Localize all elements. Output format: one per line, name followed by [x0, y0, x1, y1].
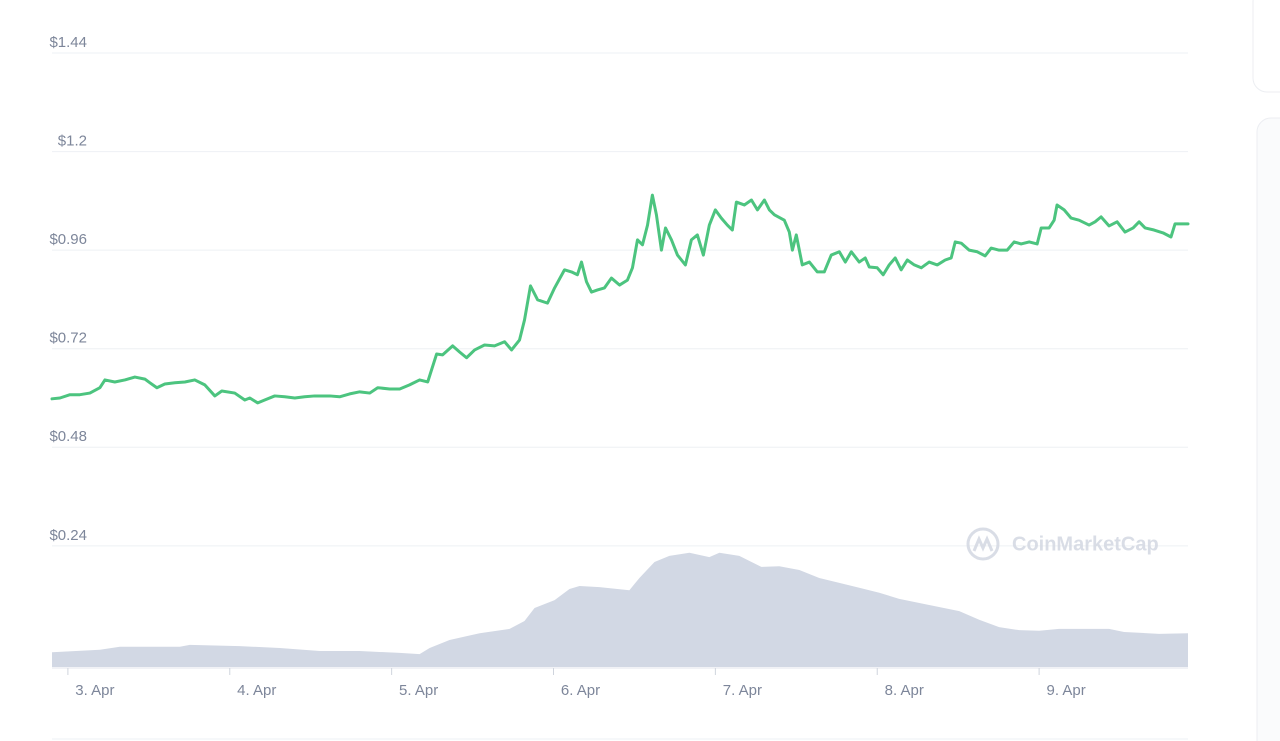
- y-tick-label: $0.24: [49, 527, 87, 544]
- watermark-logo: [966, 527, 1000, 561]
- side-panel: [1256, 117, 1280, 741]
- x-tick-label: 7. Apr: [723, 682, 762, 699]
- price-line: [50, 193, 1190, 405]
- x-tick-label: 6. Apr: [561, 682, 600, 699]
- x-tick-label: 9. Apr: [1047, 682, 1086, 699]
- plot: [50, 193, 1190, 667]
- watermark-logo-mark: [972, 535, 994, 552]
- watermark-text: CoinMarketCap: [1012, 533, 1159, 555]
- y-tick-label: $1.2: [58, 133, 87, 150]
- volume-area: [52, 552, 1188, 667]
- x-tick-label: 3. Apr: [75, 682, 114, 699]
- y-tick-label: $1.44: [49, 34, 87, 51]
- axes: $0.24 $0.48 $0.72 $0.96 $1.2 $1.44 3. Apr 4. Ap…: [49, 34, 1188, 699]
- x-tick-label: 5. Apr: [399, 682, 438, 699]
- y-tick-label: $0.72: [49, 330, 87, 347]
- x-tick-label: 4. Apr: [237, 682, 276, 699]
- side-card: [1252, 0, 1280, 93]
- x-tick-label: 8. Apr: [885, 682, 924, 699]
- grid: [52, 52, 1188, 547]
- y-tick-label: $0.96: [49, 231, 87, 248]
- watermark: CoinMarketCap: [966, 527, 1159, 561]
- y-tick-label: $0.48: [49, 428, 87, 445]
